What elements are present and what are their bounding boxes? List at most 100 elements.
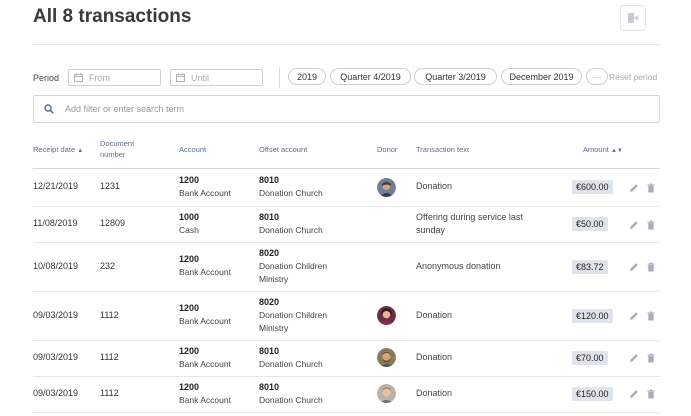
table-row[interactable]: 09/03/2019 1112 1200 Bank Account 8010 D…: [0, 341, 691, 376]
pencil-icon: [630, 312, 638, 320]
table-row[interactable]: 10/08/2019 232 1200 Bank Account 8020 Do…: [0, 243, 691, 291]
column-document-number[interactable]: Document number: [100, 139, 135, 159]
trash-icon: [647, 353, 655, 363]
offset-account-number: 8010: [259, 212, 280, 222]
donor-avatar-3[interactable]: [377, 348, 396, 367]
cell-receipt-date: 11/08/2019: [33, 218, 78, 228]
account-name: Bank Account: [179, 359, 231, 369]
account-number: 1000: [179, 212, 200, 222]
delete-button[interactable]: [645, 352, 657, 364]
cell-offset-account: 8010 Donation Church: [259, 174, 359, 200]
pencil-icon: [630, 184, 638, 192]
search-icon: [44, 104, 54, 114]
cell-account: 1200 Bank Account: [179, 253, 231, 279]
until-date-input[interactable]: Until: [170, 69, 263, 86]
cell-receipt-date: 10/08/2019: [33, 261, 79, 271]
column-receipt-date-label: Receipt date: [33, 145, 76, 154]
delete-button[interactable]: [645, 388, 657, 400]
cell-transaction-text: Donation: [416, 388, 453, 398]
donor-avatar-4[interactable]: [377, 384, 396, 403]
cell-document-number: 1112: [100, 352, 119, 362]
edit-button[interactable]: [628, 352, 640, 364]
account-number: 1200: [179, 303, 200, 313]
sort-ascending-icon: ▲: [77, 148, 84, 154]
offset-account-name: Donation Children Ministry: [259, 310, 328, 333]
table-row[interactable]: 09/03/2019 1112 1200 Bank Account 8020 D…: [0, 292, 691, 340]
edit-button[interactable]: [628, 261, 640, 273]
pencil-icon: [630, 221, 638, 229]
column-amount-label: Amount: [583, 145, 609, 154]
offset-account-name: Donation Church: [259, 359, 323, 369]
edit-button[interactable]: [628, 388, 640, 400]
column-transaction-text[interactable]: Transaction text: [416, 145, 470, 154]
cell-account: 1200 Bank Account: [179, 381, 231, 407]
delete-button[interactable]: [645, 219, 657, 231]
row-divider: [33, 242, 660, 243]
account-name: Bank Account: [179, 267, 231, 277]
export-icon: [628, 13, 639, 23]
calendar-icon: [176, 73, 185, 82]
donor-avatar-2[interactable]: [377, 306, 396, 325]
amount-badge: €150.00: [572, 387, 613, 401]
cell-account: 1200 Bank Account: [179, 345, 231, 371]
page-title: All 8 transactions: [33, 6, 192, 27]
donor-avatar-1[interactable]: [377, 178, 396, 197]
trash-icon: [647, 183, 655, 193]
reset-period-link[interactable]: Reset period: [609, 72, 658, 82]
cell-transaction-text: Offering during service last sunday: [416, 212, 523, 235]
header-divider: [33, 44, 660, 45]
column-donor[interactable]: Donor: [377, 145, 398, 154]
column-offset-account[interactable]: Offset account: [259, 145, 308, 154]
edit-button[interactable]: [628, 310, 640, 322]
filter-divider: [279, 67, 280, 88]
row-divider: [33, 376, 660, 377]
row-divider: [33, 412, 660, 413]
preset-2019[interactable]: 2019: [288, 68, 326, 85]
cell-document-number: 1231: [100, 181, 121, 191]
from-date-input[interactable]: From: [68, 69, 161, 86]
preset-quarter-3-2019[interactable]: Quarter 3/2019: [414, 68, 497, 85]
cell-receipt-date: 09/03/2019: [33, 310, 79, 320]
cell-document-number: 1112: [100, 310, 119, 320]
offset-account-name: Donation Children Ministry: [259, 261, 328, 284]
column-receipt-date[interactable]: Receipt date ▲: [33, 144, 83, 157]
row-divider: [33, 206, 660, 207]
amount-badge: €600.00: [572, 180, 613, 194]
sort-both-icon: ▲▼: [610, 148, 623, 154]
until-date-placeholder: Until: [191, 72, 210, 83]
offset-account-number: 8010: [259, 175, 280, 185]
offset-account-number: 8020: [259, 248, 280, 258]
column-amount[interactable]: Amount ▲▼: [583, 144, 623, 157]
table-row[interactable]: 12/21/2019 1231 1200 Bank Account 8010 D…: [0, 169, 691, 206]
table-row[interactable]: 11/08/2019 12809 1000 Cash 8010 Donation…: [0, 207, 691, 242]
amount-badge: €70.00: [572, 351, 608, 365]
delete-button[interactable]: [645, 261, 657, 273]
trash-icon: [647, 311, 655, 321]
account-number: 1200: [179, 382, 200, 392]
table-row[interactable]: 09/03/2019 1112 1200 Bank Account 8010 D…: [0, 377, 691, 412]
edit-button[interactable]: [628, 219, 640, 231]
preset-december-2019[interactable]: December 2019: [501, 68, 582, 85]
column-account[interactable]: Account: [179, 145, 207, 154]
trash-icon: [647, 389, 655, 399]
cell-transaction-text: Donation: [416, 310, 453, 320]
preset-quarter-4-2019[interactable]: Quarter 4/2019: [330, 68, 411, 85]
cell-transaction-text: Donation: [416, 181, 453, 191]
more-presets-button[interactable]: ···: [586, 68, 608, 85]
export-button[interactable]: [620, 5, 646, 31]
table-header-divider: [33, 168, 660, 169]
cell-receipt-date: 09/03/2019: [33, 352, 79, 362]
offset-account-name: Donation Church: [259, 225, 323, 235]
offset-account-name: Donation Church: [259, 395, 323, 405]
pencil-icon: [630, 263, 638, 271]
offset-account-number: 8010: [259, 382, 280, 392]
cell-offset-account: 8020 Donation Children Ministry: [259, 247, 341, 286]
delete-button[interactable]: [645, 310, 657, 322]
trash-icon: [647, 220, 655, 230]
calendar-icon: [74, 73, 83, 82]
search-input[interactable]: Add filter or enter search term: [33, 95, 660, 123]
amount-badge: €120.00: [572, 309, 613, 323]
edit-button[interactable]: [628, 182, 640, 194]
delete-button[interactable]: [645, 182, 657, 194]
offset-account-number: 8020: [259, 297, 280, 307]
